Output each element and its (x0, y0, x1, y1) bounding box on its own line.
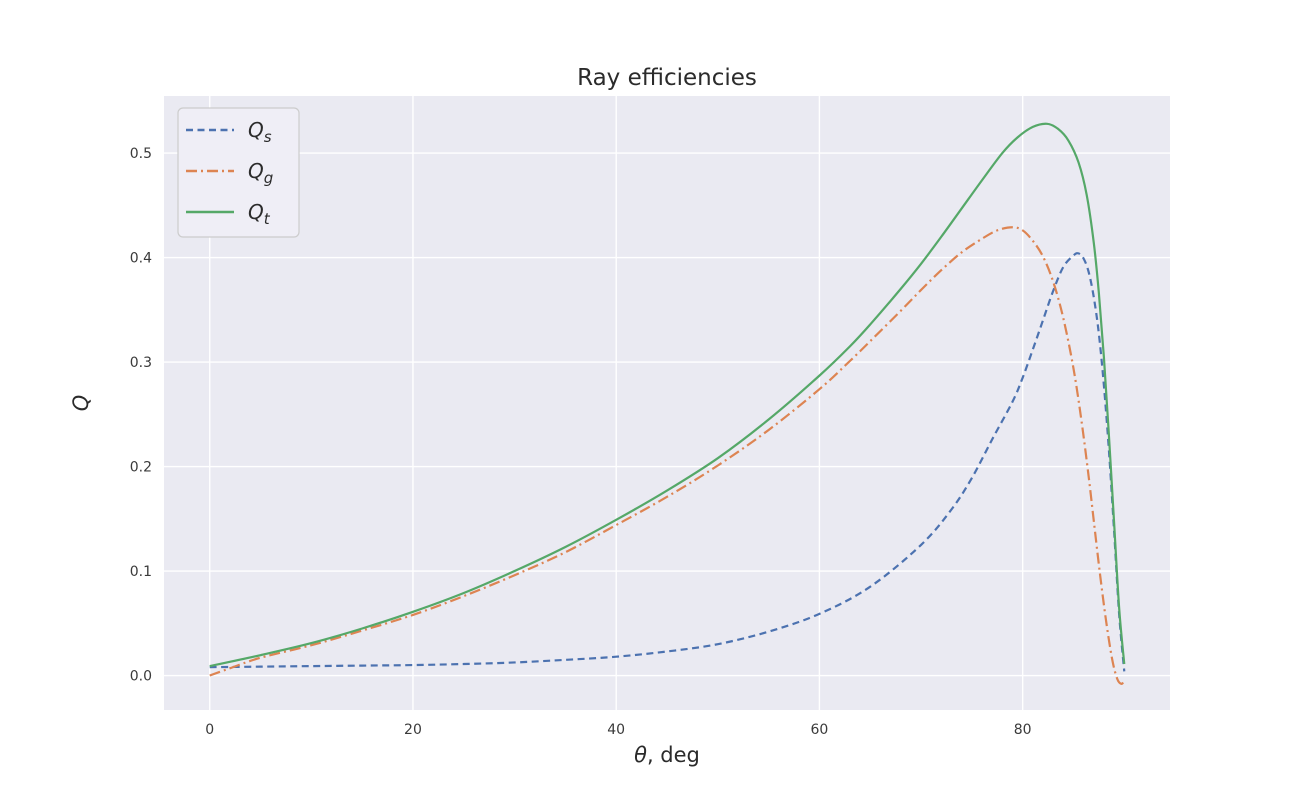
x-tick-label: 80 (1014, 722, 1032, 738)
y-tick-label: 0.3 (130, 355, 152, 371)
legend-box (177, 107, 300, 238)
x-axis-label: θ, deg (634, 743, 700, 767)
x-tick-label: 20 (404, 722, 422, 738)
legend-label-Qs: Qs (248, 118, 272, 146)
series-Qt-line (209, 122, 1126, 668)
legend: Qs Qg Qt (177, 107, 300, 238)
y-tick-label: 0.5 (130, 146, 152, 162)
x-tick-label: 0 (205, 722, 214, 738)
y-tick-label: 0.1 (130, 564, 152, 580)
y-tick-label: 0.2 (130, 460, 152, 476)
legend-label-Qg: Qg (248, 159, 273, 187)
y-tick-label: 0.0 (130, 669, 152, 685)
series-group (209, 122, 1126, 685)
legend-label-Qt: Qt (248, 200, 271, 228)
chart-title: Ray efficiencies (577, 65, 757, 91)
plot-area (164, 96, 1170, 710)
series-Qg-line (209, 226, 1126, 685)
y-axis-label: Q (69, 395, 93, 412)
x-tick-label: 60 (811, 722, 829, 738)
x-tick-label: 40 (607, 722, 625, 738)
y-tick-label: 0.4 (130, 251, 152, 267)
